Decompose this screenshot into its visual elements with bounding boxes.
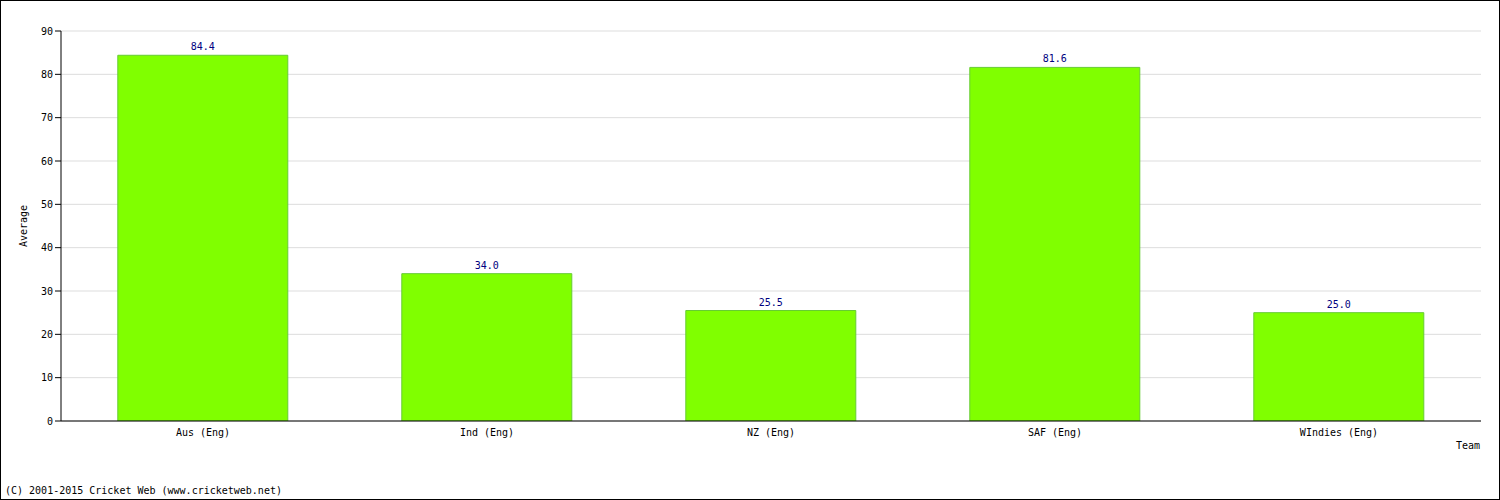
svg-text:90: 90 [41, 26, 53, 37]
svg-text:10: 10 [41, 372, 53, 383]
svg-text:80: 80 [41, 69, 53, 80]
svg-text:81.6: 81.6 [1043, 53, 1067, 64]
svg-text:Aus (Eng): Aus (Eng) [176, 427, 230, 438]
svg-text:60: 60 [41, 156, 53, 167]
svg-text:Ind (Eng): Ind (Eng) [460, 427, 514, 438]
svg-text:30: 30 [41, 286, 53, 297]
svg-text:0: 0 [47, 416, 53, 427]
svg-text:70: 70 [41, 112, 53, 123]
svg-text:50: 50 [41, 199, 53, 210]
svg-text:NZ (Eng): NZ (Eng) [747, 427, 795, 438]
html-text:Team: Team [1456, 440, 1481, 451]
svg-text:84.4: 84.4 [191, 41, 215, 52]
svg-text:34.0: 34.0 [475, 260, 499, 271]
svg-text:SAF (Eng): SAF (Eng) [1028, 427, 1082, 438]
svg-text:20: 20 [41, 329, 53, 340]
html-text:(C) 2001-2015 Cricket Web (www: (C) 2001-2015 Cricket Web (www.cricketwe… [5, 485, 282, 496]
svg-text:WIndies (Eng): WIndies (Eng) [1300, 427, 1378, 438]
svg-text:25.0: 25.0 [1327, 299, 1351, 310]
svg-text:40: 40 [41, 242, 53, 253]
svg-text:25.5: 25.5 [759, 297, 783, 308]
svg-text:Average: Average [18, 205, 29, 247]
